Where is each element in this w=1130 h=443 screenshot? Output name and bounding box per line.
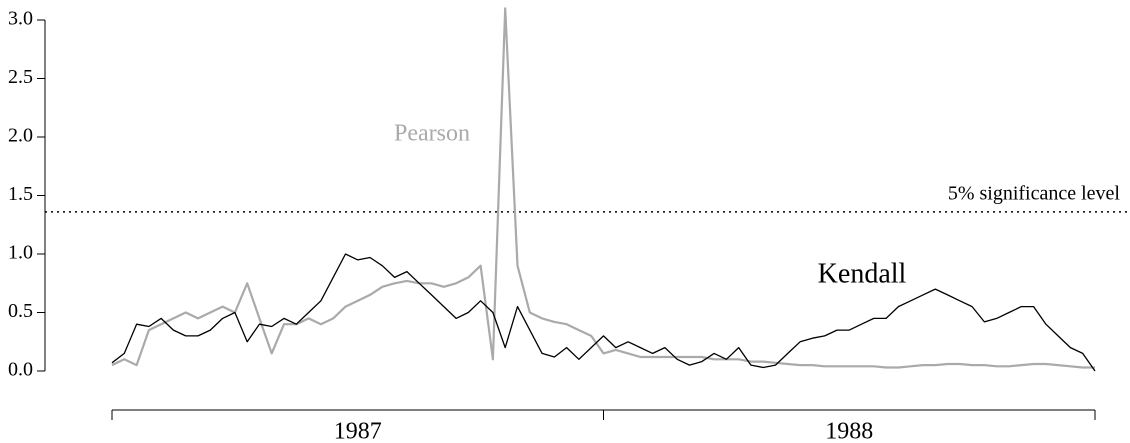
series-line [111, 7, 1095, 369]
threshold-label: 5% significance level [948, 182, 1121, 204]
series-line [111, 253, 1096, 372]
y-tick-label: 0.5 [8, 300, 33, 322]
y-tick-label: 3.0 [8, 8, 33, 30]
y-tick-label: 2.0 [8, 125, 33, 147]
y-tick-label: 2.5 [8, 66, 33, 88]
y-tick-label: 0.0 [8, 359, 33, 381]
series-label: Pearson [394, 121, 470, 147]
y-tick-label: 1.0 [8, 242, 33, 264]
y-tick-label: 1.5 [8, 183, 33, 205]
series-label: Kendall [818, 258, 907, 289]
x-period-label: 1987 [334, 419, 382, 443]
x-period-label: 1988 [825, 419, 873, 443]
